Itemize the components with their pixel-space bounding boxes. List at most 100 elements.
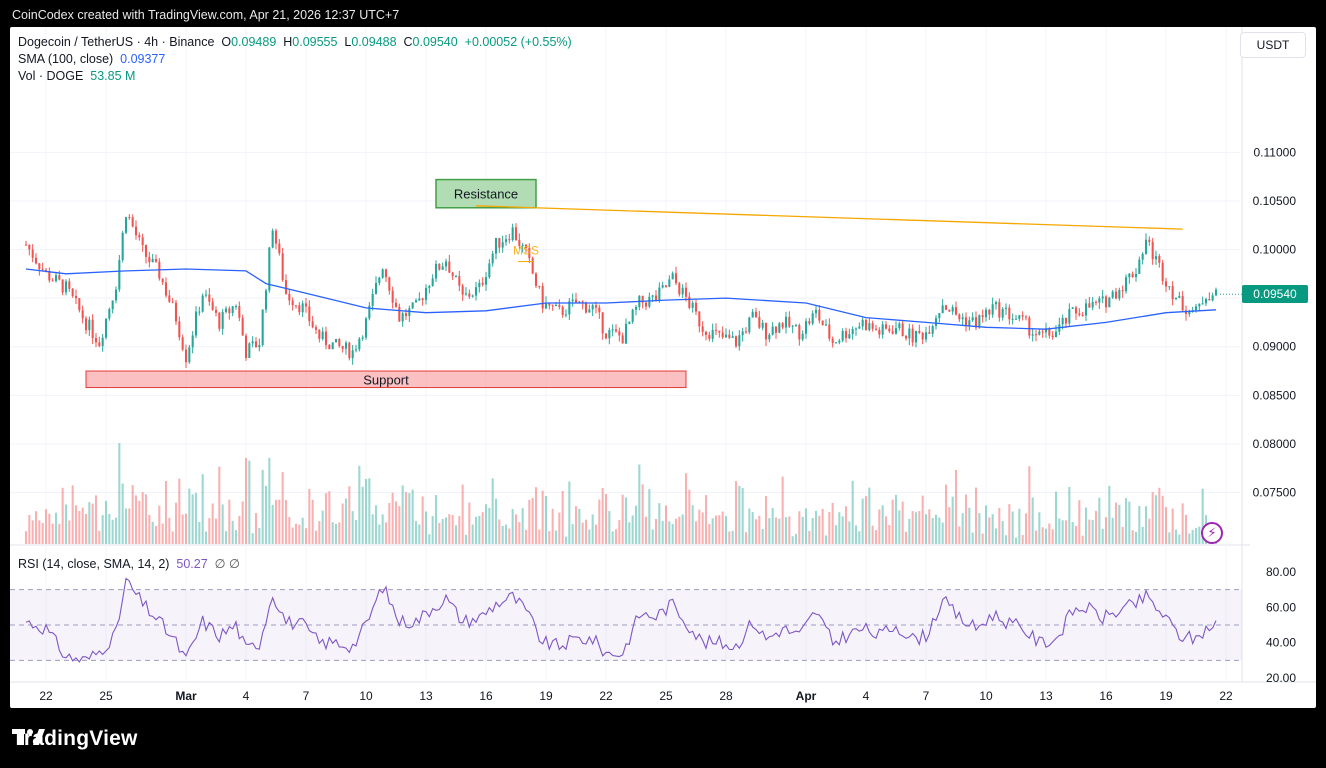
candle-body <box>391 290 394 303</box>
volume-bar <box>751 511 754 544</box>
candle-body <box>1158 256 1161 263</box>
candle-body <box>1054 331 1058 338</box>
volume-bar <box>844 506 848 544</box>
time-tick-label: 19 <box>1159 689 1173 703</box>
candle-body <box>474 287 478 296</box>
candle-body <box>711 329 714 339</box>
volume-bar <box>1168 532 1171 544</box>
candle-body <box>868 323 871 330</box>
volume-bar <box>1131 530 1134 544</box>
volume-bar <box>271 504 274 544</box>
volume-bar <box>1058 518 1061 544</box>
legend-low: 0.09488 <box>351 35 397 49</box>
volume-bar <box>238 515 241 544</box>
candle-body <box>694 302 698 312</box>
volume-bar <box>1138 505 1141 544</box>
volume-bar <box>261 469 264 544</box>
candle-body <box>641 295 644 303</box>
legend-rsi-label: RSI (14, close, SMA, 14, 2) <box>18 557 170 571</box>
candle-body <box>1101 296 1104 299</box>
volume-bar <box>628 522 631 544</box>
candle-body <box>888 328 891 332</box>
volume-bar <box>134 495 138 544</box>
volume-bar <box>234 530 238 544</box>
candle-body <box>618 331 621 336</box>
volume-bar <box>1171 508 1174 544</box>
volume-bar <box>224 531 228 544</box>
volume-bar <box>888 525 891 544</box>
candle-body <box>288 293 291 301</box>
volume-bar <box>474 516 478 544</box>
volume-bar <box>44 509 48 544</box>
volume-bar <box>84 514 88 544</box>
tradingview-logo-icon <box>12 729 45 745</box>
candle-body <box>1118 290 1121 299</box>
volume-bar <box>821 508 824 544</box>
footer-logo[interactable]: TradingView <box>12 727 138 751</box>
volume-bar <box>851 480 854 544</box>
legend-rsi-value: 50.27 <box>176 557 208 571</box>
volume-bar <box>1041 527 1044 544</box>
candle-body <box>291 300 294 306</box>
volume-bar <box>854 525 858 544</box>
volume-bar <box>1134 531 1138 544</box>
volume-bar <box>868 487 871 544</box>
volume-bar <box>814 510 818 544</box>
volume-bar <box>548 531 551 544</box>
candle-body <box>121 232 124 261</box>
candle-body <box>334 338 338 343</box>
price-chart-svg[interactable]: 0.075000.080000.085000.090000.095000.100… <box>10 27 1316 708</box>
legend-rsi-row[interactable]: RSI (14, close, SMA, 14, 2) 50.27 ∅ ∅ <box>18 556 240 571</box>
candle-body <box>1068 308 1071 324</box>
volume-bar <box>58 523 61 544</box>
candle-body <box>271 230 274 248</box>
candle-body <box>174 302 178 322</box>
candle-body <box>834 342 838 344</box>
volume-bar <box>304 528 308 544</box>
candle-body <box>201 295 204 312</box>
candle-body <box>568 301 571 315</box>
volume-bar <box>631 515 634 544</box>
volume-bar <box>94 495 98 544</box>
candle-body <box>238 305 241 318</box>
candle-body <box>461 285 464 295</box>
volume-bar <box>131 485 134 544</box>
candle-body <box>154 258 158 262</box>
candle-body <box>1014 318 1018 320</box>
volume-bar <box>168 517 171 544</box>
candle-body <box>551 305 554 307</box>
volume-bar <box>188 488 191 544</box>
candle-body <box>768 334 771 340</box>
volume-bar <box>1128 501 1131 544</box>
candle-body <box>874 328 878 330</box>
volume-bar <box>81 507 84 544</box>
volume-bar <box>74 505 78 544</box>
currency-selector[interactable]: USDT <box>1240 32 1306 58</box>
candle-body <box>511 227 514 241</box>
volume-bar <box>428 534 431 544</box>
candle-body <box>811 313 814 324</box>
legend-volume-row[interactable]: Vol · DOGE 53.85 M <box>18 69 135 83</box>
candle-body <box>854 328 858 330</box>
volume-bar <box>418 524 421 544</box>
volume-bar <box>1161 495 1164 544</box>
candle-body <box>331 342 334 350</box>
volume-bar <box>51 523 54 544</box>
volume-bar <box>908 518 911 544</box>
candle-body <box>1041 331 1044 333</box>
candle-body <box>734 336 738 347</box>
legend-symbol[interactable]: Dogecoin / TetherUS · 4h · Binance <box>18 35 215 49</box>
candle-body <box>1021 315 1024 317</box>
legend-sma-row[interactable]: SMA (100, close) 0.09377 <box>18 52 165 66</box>
candle-body <box>258 345 261 348</box>
candle-body <box>704 331 708 335</box>
candle-body <box>1204 299 1208 304</box>
lightning-icon[interactable]: ⚡ <box>1201 522 1223 544</box>
candle-body <box>188 347 191 363</box>
candle-body <box>728 334 731 338</box>
volume-bar <box>694 521 698 544</box>
volume-bar <box>1144 506 1148 544</box>
volume-bar <box>568 481 571 544</box>
legend-sma-label: SMA (100, close) <box>18 52 114 66</box>
chart-container[interactable]: 0.075000.080000.085000.090000.095000.100… <box>10 27 1316 708</box>
